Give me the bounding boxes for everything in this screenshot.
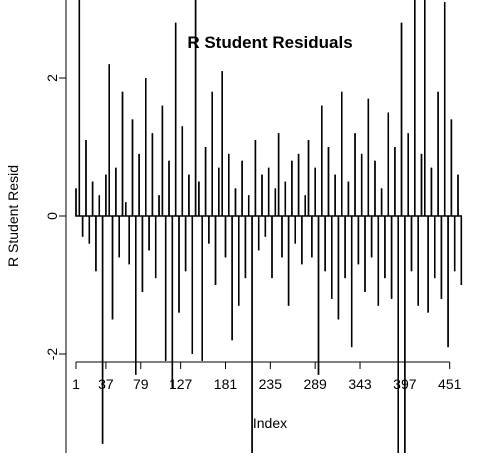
x-tick-label: 235 bbox=[259, 376, 283, 392]
x-tick-label: 181 bbox=[214, 376, 238, 392]
chart-title: R Student Residuals bbox=[187, 33, 352, 52]
y-tick-label: 2 bbox=[44, 74, 60, 82]
x-axis: 1 37 79 127 181 235 289 343 397 451 bbox=[72, 361, 462, 392]
x-tick-label: 451 bbox=[438, 376, 462, 392]
x-tick-label: 1 bbox=[72, 376, 80, 392]
x-axis-label: Index bbox=[253, 415, 287, 431]
x-tick-label: 37 bbox=[98, 376, 114, 392]
y-axis: -4-2024 bbox=[44, 0, 67, 458]
y-tick-label: 0 bbox=[44, 212, 60, 220]
x-tick-label: 343 bbox=[348, 376, 372, 392]
y-tick-label: -2 bbox=[44, 348, 60, 361]
series-layer bbox=[75, 0, 463, 458]
x-tick-label: 289 bbox=[303, 376, 327, 392]
y-axis-label: R Student Resid bbox=[5, 165, 21, 267]
x-tick-label: 79 bbox=[133, 376, 149, 392]
x-tick-label: 127 bbox=[169, 376, 193, 392]
